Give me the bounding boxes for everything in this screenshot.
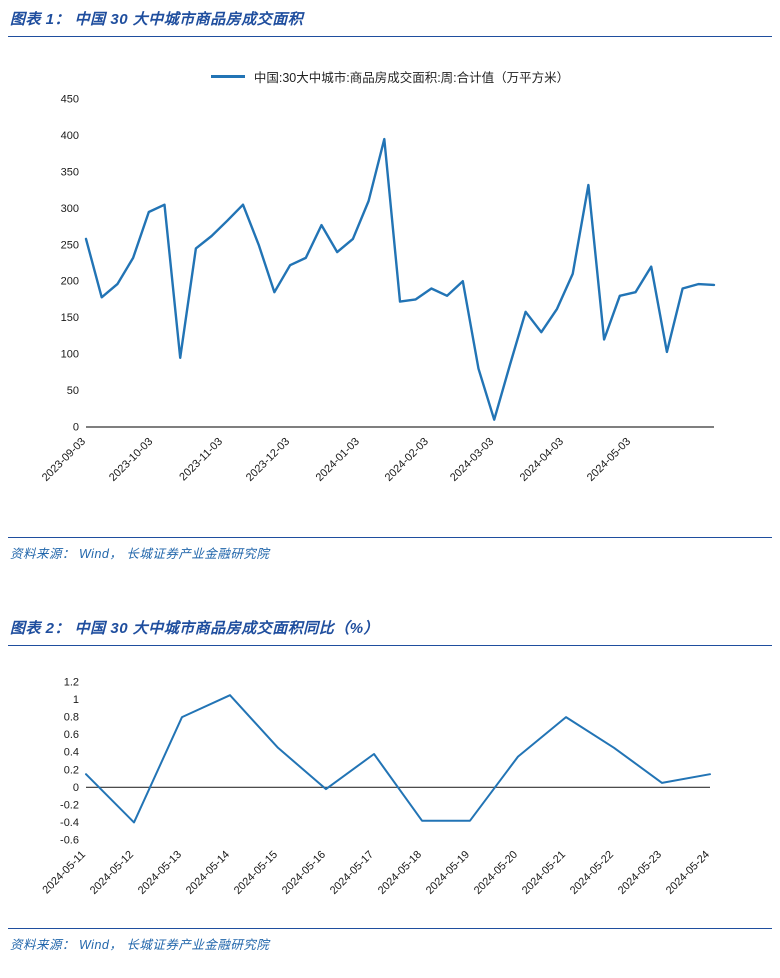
- svg-text:0.4: 0.4: [64, 747, 79, 759]
- legend-label: 中国:30大中城市:商品房成交面积:周:合计值（万平方米）: [253, 70, 570, 85]
- chart1-legend: 中国:30大中城市:商品房成交面积:周:合计值（万平方米）: [0, 67, 780, 85]
- svg-text:2024-05-24: 2024-05-24: [664, 849, 712, 897]
- svg-text:1.2: 1.2: [64, 677, 79, 689]
- legend-line-swatch: [210, 74, 245, 78]
- report-page: 图表 1： 中国 30 大中城市商品房成交面积 中国:30大中城市:商品房成交面…: [0, 8, 780, 978]
- svg-text:2024-05-22: 2024-05-22: [568, 849, 616, 897]
- svg-text:-0.2: -0.2: [60, 799, 79, 811]
- svg-text:2024-05-13: 2024-05-13: [136, 849, 184, 897]
- svg-text:2023-11-03: 2023-11-03: [177, 436, 225, 484]
- x-axis-labels: 2024-05-11 2024-05-12 2024-05-13 2024-05-14…: [40, 849, 712, 897]
- svg-text:2024-05-16: 2024-05-16: [280, 849, 328, 897]
- svg-text:2024-02-03: 2024-02-03: [383, 436, 431, 484]
- svg-text:2024-01-03: 2024-01-03: [314, 436, 362, 484]
- svg-text:2024-05-21: 2024-05-21: [520, 849, 568, 897]
- svg-text:2024-05-23: 2024-05-23: [616, 849, 664, 897]
- svg-text:2024-05-17: 2024-05-17: [328, 849, 376, 897]
- svg-text:2023-12-03: 2023-12-03: [244, 436, 292, 484]
- figure2-title: 图表 2： 中国 30 大中城市商品房成交面积同比（%）: [8, 617, 772, 646]
- svg-text:400: 400: [61, 130, 79, 142]
- svg-text:2024-03-03: 2024-03-03: [448, 436, 496, 484]
- y-axis-labels: 1.2 1 0.8 0.6 0.4 0.2 0 -0.2 -0.4 -0.6: [60, 677, 79, 847]
- svg-text:0: 0: [73, 422, 79, 434]
- svg-text:0.2: 0.2: [64, 764, 79, 776]
- svg-text:100: 100: [61, 349, 79, 361]
- svg-text:200: 200: [61, 276, 79, 288]
- svg-text:2024-05-15: 2024-05-15: [232, 849, 280, 897]
- svg-text:2024-05-19: 2024-05-19: [424, 849, 472, 897]
- svg-text:0: 0: [73, 782, 79, 794]
- svg-text:-0.6: -0.6: [60, 835, 79, 847]
- svg-text:250: 250: [61, 239, 79, 251]
- svg-text:2024-05-18: 2024-05-18: [376, 849, 424, 897]
- series-line: [84, 137, 716, 421]
- svg-text:350: 350: [61, 166, 79, 178]
- svg-text:150: 150: [61, 312, 79, 324]
- svg-text:2023-09-03: 2023-09-03: [40, 436, 88, 484]
- svg-text:0.8: 0.8: [64, 712, 79, 724]
- svg-text:2024-05-20: 2024-05-20: [472, 849, 520, 897]
- figure1-source: 资料来源： Wind， 长城证券产业金融研究院: [8, 537, 772, 562]
- figure1-title: 图表 1： 中国 30 大中城市商品房成交面积: [8, 8, 772, 37]
- svg-text:450: 450: [61, 94, 79, 106]
- svg-text:0.6: 0.6: [64, 729, 79, 741]
- figure2-source: 资料来源： Wind， 长城证券产业金融研究院: [8, 928, 772, 953]
- svg-text:50: 50: [67, 385, 79, 397]
- svg-text:300: 300: [61, 203, 79, 215]
- series-line: [85, 694, 711, 824]
- x-axis-labels: 2023-09-03 2023-10-03 2023-11-03 2023-12-03…: [40, 436, 633, 484]
- svg-text:2024-05-14: 2024-05-14: [184, 849, 232, 897]
- svg-text:2023-10-03: 2023-10-03: [107, 436, 155, 484]
- y-axis-labels: 0 50 100 150 200 250 300 350 400 450: [61, 94, 79, 434]
- svg-text:2024-05-12: 2024-05-12: [88, 849, 136, 897]
- svg-text:2024-05-03: 2024-05-03: [585, 436, 633, 484]
- svg-text:2024-04-03: 2024-04-03: [518, 436, 566, 484]
- svg-text:1: 1: [73, 694, 79, 706]
- svg-text:2024-05-11: 2024-05-11: [40, 849, 88, 897]
- svg-text:-0.4: -0.4: [60, 817, 79, 829]
